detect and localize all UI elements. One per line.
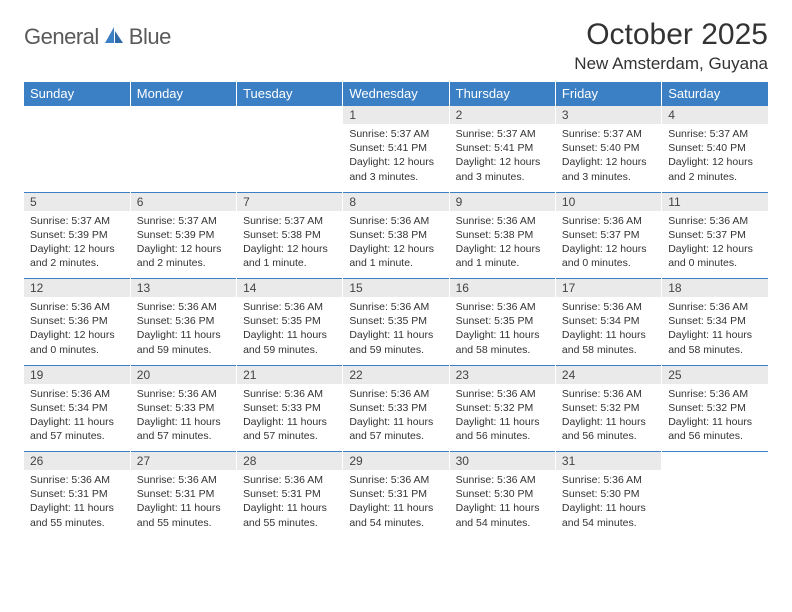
day-content-row: Sunrise: 5:37 AMSunset: 5:41 PMDaylight:… — [24, 124, 768, 192]
day-number-cell: 7 — [237, 192, 343, 211]
day-number-row: 567891011 — [24, 192, 768, 211]
day-number-cell: 6 — [130, 192, 236, 211]
day-content-cell: Sunrise: 5:36 AMSunset: 5:33 PMDaylight:… — [237, 384, 343, 452]
day-content-cell: Sunrise: 5:36 AMSunset: 5:35 PMDaylight:… — [449, 297, 555, 365]
day-number-cell — [662, 452, 768, 471]
day-number-cell: 26 — [24, 452, 130, 471]
day-number-row: 262728293031 — [24, 452, 768, 471]
weekday-header: Monday — [130, 82, 236, 106]
weekday-header: Wednesday — [343, 82, 449, 106]
day-content-cell: Sunrise: 5:36 AMSunset: 5:32 PMDaylight:… — [555, 384, 661, 452]
day-number-cell: 14 — [237, 279, 343, 298]
weekday-header: Friday — [555, 82, 661, 106]
day-content-cell: Sunrise: 5:37 AMSunset: 5:41 PMDaylight:… — [449, 124, 555, 192]
weekday-header: Tuesday — [237, 82, 343, 106]
day-content-cell: Sunrise: 5:36 AMSunset: 5:33 PMDaylight:… — [343, 384, 449, 452]
day-number-cell: 24 — [555, 365, 661, 384]
day-content-cell: Sunrise: 5:36 AMSunset: 5:37 PMDaylight:… — [662, 211, 768, 279]
weekday-header-row: Sunday Monday Tuesday Wednesday Thursday… — [24, 82, 768, 106]
sail-icon — [103, 25, 125, 50]
day-number-row: 19202122232425 — [24, 365, 768, 384]
day-content-cell: Sunrise: 5:37 AMSunset: 5:41 PMDaylight:… — [343, 124, 449, 192]
day-number-cell: 31 — [555, 452, 661, 471]
calendar-table: Sunday Monday Tuesday Wednesday Thursday… — [24, 82, 768, 538]
day-content-cell: Sunrise: 5:37 AMSunset: 5:39 PMDaylight:… — [130, 211, 236, 279]
day-number-cell: 21 — [237, 365, 343, 384]
day-number-cell: 29 — [343, 452, 449, 471]
day-number-cell: 25 — [662, 365, 768, 384]
logo-text-2: Blue — [129, 24, 171, 50]
day-number-cell: 22 — [343, 365, 449, 384]
day-content-row: Sunrise: 5:36 AMSunset: 5:34 PMDaylight:… — [24, 384, 768, 452]
weekday-header: Sunday — [24, 82, 130, 106]
day-number-cell: 16 — [449, 279, 555, 298]
day-content-cell: Sunrise: 5:36 AMSunset: 5:36 PMDaylight:… — [130, 297, 236, 365]
day-content-cell: Sunrise: 5:36 AMSunset: 5:38 PMDaylight:… — [343, 211, 449, 279]
day-number-cell: 3 — [555, 106, 661, 125]
day-number-cell: 17 — [555, 279, 661, 298]
day-number-row: 1234 — [24, 106, 768, 125]
day-number-cell: 8 — [343, 192, 449, 211]
day-content-cell — [130, 124, 236, 192]
day-content-cell: Sunrise: 5:36 AMSunset: 5:31 PMDaylight:… — [130, 470, 236, 538]
day-number-cell: 15 — [343, 279, 449, 298]
day-content-cell: Sunrise: 5:37 AMSunset: 5:39 PMDaylight:… — [24, 211, 130, 279]
day-content-cell: Sunrise: 5:36 AMSunset: 5:32 PMDaylight:… — [662, 384, 768, 452]
day-number-cell: 19 — [24, 365, 130, 384]
day-content-cell: Sunrise: 5:37 AMSunset: 5:40 PMDaylight:… — [662, 124, 768, 192]
day-content-cell: Sunrise: 5:36 AMSunset: 5:30 PMDaylight:… — [555, 470, 661, 538]
day-number-cell: 4 — [662, 106, 768, 125]
day-content-row: Sunrise: 5:36 AMSunset: 5:36 PMDaylight:… — [24, 297, 768, 365]
day-content-cell: Sunrise: 5:36 AMSunset: 5:30 PMDaylight:… — [449, 470, 555, 538]
day-content-cell: Sunrise: 5:36 AMSunset: 5:37 PMDaylight:… — [555, 211, 661, 279]
day-number-cell: 20 — [130, 365, 236, 384]
location: New Amsterdam, Guyana — [574, 54, 768, 74]
day-content-cell — [237, 124, 343, 192]
weekday-header: Saturday — [662, 82, 768, 106]
day-content-row: Sunrise: 5:37 AMSunset: 5:39 PMDaylight:… — [24, 211, 768, 279]
day-number-row: 12131415161718 — [24, 279, 768, 298]
day-number-cell: 27 — [130, 452, 236, 471]
day-content-cell: Sunrise: 5:36 AMSunset: 5:35 PMDaylight:… — [237, 297, 343, 365]
day-content-cell: Sunrise: 5:36 AMSunset: 5:31 PMDaylight:… — [24, 470, 130, 538]
day-number-cell: 11 — [662, 192, 768, 211]
day-content-cell: Sunrise: 5:37 AMSunset: 5:38 PMDaylight:… — [237, 211, 343, 279]
logo-text-1: General — [24, 24, 99, 50]
day-content-cell: Sunrise: 5:36 AMSunset: 5:33 PMDaylight:… — [130, 384, 236, 452]
day-number-cell: 30 — [449, 452, 555, 471]
header: General Blue October 2025 New Amsterdam,… — [24, 18, 768, 74]
day-number-cell — [237, 106, 343, 125]
weekday-header: Thursday — [449, 82, 555, 106]
day-number-cell: 9 — [449, 192, 555, 211]
calendar-page: General Blue October 2025 New Amsterdam,… — [0, 0, 792, 538]
day-number-cell: 2 — [449, 106, 555, 125]
day-content-cell: Sunrise: 5:36 AMSunset: 5:34 PMDaylight:… — [24, 384, 130, 452]
logo: General Blue — [24, 18, 171, 50]
day-number-cell: 23 — [449, 365, 555, 384]
day-content-cell: Sunrise: 5:36 AMSunset: 5:34 PMDaylight:… — [555, 297, 661, 365]
day-number-cell: 13 — [130, 279, 236, 298]
day-content-cell: Sunrise: 5:37 AMSunset: 5:40 PMDaylight:… — [555, 124, 661, 192]
day-content-cell: Sunrise: 5:36 AMSunset: 5:36 PMDaylight:… — [24, 297, 130, 365]
day-content-cell — [24, 124, 130, 192]
day-content-cell: Sunrise: 5:36 AMSunset: 5:31 PMDaylight:… — [237, 470, 343, 538]
day-content-cell: Sunrise: 5:36 AMSunset: 5:32 PMDaylight:… — [449, 384, 555, 452]
day-content-cell — [662, 470, 768, 538]
day-number-cell: 10 — [555, 192, 661, 211]
day-content-cell: Sunrise: 5:36 AMSunset: 5:35 PMDaylight:… — [343, 297, 449, 365]
day-number-cell: 1 — [343, 106, 449, 125]
day-content-row: Sunrise: 5:36 AMSunset: 5:31 PMDaylight:… — [24, 470, 768, 538]
day-number-cell — [24, 106, 130, 125]
title-block: October 2025 New Amsterdam, Guyana — [574, 18, 768, 74]
day-number-cell — [130, 106, 236, 125]
day-number-cell: 12 — [24, 279, 130, 298]
day-content-cell: Sunrise: 5:36 AMSunset: 5:34 PMDaylight:… — [662, 297, 768, 365]
day-content-cell: Sunrise: 5:36 AMSunset: 5:31 PMDaylight:… — [343, 470, 449, 538]
day-number-cell: 5 — [24, 192, 130, 211]
day-content-cell: Sunrise: 5:36 AMSunset: 5:38 PMDaylight:… — [449, 211, 555, 279]
day-number-cell: 28 — [237, 452, 343, 471]
month-title: October 2025 — [574, 18, 768, 52]
day-number-cell: 18 — [662, 279, 768, 298]
